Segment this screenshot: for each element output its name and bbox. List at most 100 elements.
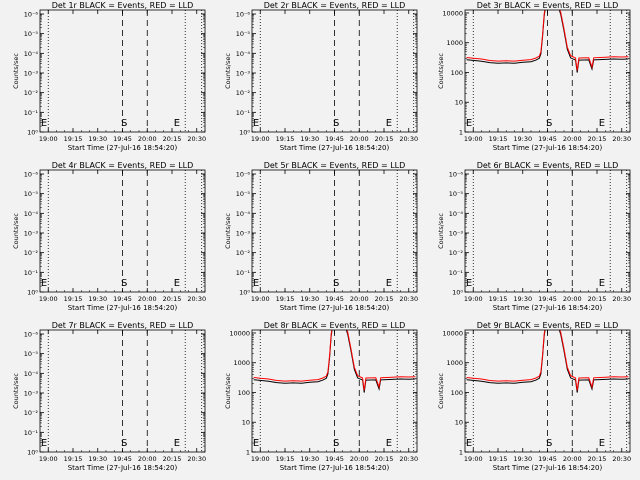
x-axis-label: Start Time (27-Jul-16 18:54:20) — [68, 144, 178, 152]
x-tick-label: 19:00 — [39, 455, 58, 463]
y-tick-label: 10⁻³ — [236, 230, 251, 238]
y-tick-label: 10⁻⁵ — [236, 190, 251, 198]
panel-title: Det 3r BLACK = Events, RED = LLD — [477, 1, 619, 10]
marker-E: E — [386, 118, 392, 129]
x-tick-label: 19:45 — [113, 295, 132, 303]
x-tick-label: 20:30 — [612, 455, 631, 463]
x-tick-label: 19:30 — [88, 135, 107, 143]
y-tick-label: 10⁻⁵ — [236, 30, 251, 38]
x-axis-label: Start Time (27-Jul-16 18:54:20) — [493, 144, 603, 152]
y-tick-label: 10⁻¹ — [236, 269, 251, 277]
x-tick-label: 19:15 — [489, 455, 508, 463]
x-tick-label: 20:15 — [375, 295, 394, 303]
marker-E-start: E — [41, 118, 47, 129]
y-tick-label: 10⁻³ — [236, 70, 251, 78]
marker-S: S — [546, 438, 552, 449]
marker-E: E — [599, 278, 605, 289]
x-tick-label: 19:45 — [325, 455, 344, 463]
x-tick-label: 19:30 — [300, 455, 319, 463]
x-tick-label: 19:30 — [300, 295, 319, 303]
y-tick-label: 10⁻³ — [24, 230, 39, 238]
y-tick-label: 10⁻² — [236, 249, 251, 257]
y-tick-label: 10⁻⁶ — [236, 11, 251, 19]
y-tick-label: 1 — [459, 129, 463, 137]
x-tick-label: 19:15 — [64, 135, 83, 143]
x-tick-label: 20:30 — [187, 135, 206, 143]
y-tick-label: 10⁰ — [239, 289, 250, 297]
y-axis-label: Counts/sec — [437, 53, 445, 89]
x-tick-label: 19:00 — [464, 295, 483, 303]
x-tick-label: 19:15 — [489, 295, 508, 303]
x-tick-label: 19:45 — [113, 135, 132, 143]
x-tick-label: 19:00 — [464, 455, 483, 463]
x-axis-label: Start Time (27-Jul-16 18:54:20) — [68, 464, 178, 472]
x-tick-label: 19:00 — [251, 295, 270, 303]
x-tick-label: 19:45 — [538, 295, 557, 303]
y-tick-label: 10⁻⁶ — [236, 171, 251, 179]
y-tick-label: 10⁻¹ — [236, 109, 251, 117]
y-tick-label: 1000 — [446, 39, 463, 47]
x-tick-label: 20:15 — [588, 455, 607, 463]
x-tick-label: 20:00 — [138, 455, 157, 463]
marker-E: E — [174, 438, 180, 449]
panel-4: Det 4r BLACK = Events, RED = LLD Counts/s… — [12, 161, 206, 312]
x-tick-label: 19:30 — [513, 455, 532, 463]
y-axis-label: Counts/sec — [12, 53, 20, 89]
y-tick-label: 1 — [459, 449, 463, 457]
x-tick-label: 19:15 — [276, 295, 295, 303]
x-tick-label: 20:15 — [375, 455, 394, 463]
y-tick-label: 10⁻⁵ — [449, 190, 464, 198]
x-tick-label: 19:30 — [513, 295, 532, 303]
marker-E: E — [174, 118, 180, 129]
plot-frame — [251, 329, 418, 453]
x-axis-label: Start Time (27-Jul-16 18:54:20) — [280, 304, 390, 312]
y-axis-label: Counts/sec — [224, 373, 232, 409]
x-tick-label: 20:15 — [163, 135, 182, 143]
x-tick-label: 19:30 — [88, 455, 107, 463]
marker-S: S — [333, 438, 339, 449]
panel-1: Det 1r BLACK = Events, RED = LLD Counts/s… — [12, 1, 206, 152]
panel-title: Det 2r BLACK = Events, RED = LLD — [264, 1, 406, 10]
y-axis-label: Counts/sec — [12, 373, 20, 409]
x-tick-label: 20:00 — [563, 295, 582, 303]
plot-frame — [464, 169, 631, 293]
x-tick-label: 20:00 — [350, 295, 369, 303]
y-tick-label: 10⁻³ — [24, 70, 39, 78]
marker-E-start: E — [253, 278, 259, 289]
x-tick-label: 20:00 — [563, 455, 582, 463]
y-tick-label: 10⁻⁶ — [449, 171, 464, 179]
x-tick-label: 19:45 — [538, 135, 557, 143]
y-tick-label: 10⁻⁵ — [24, 190, 39, 198]
y-tick-label: 10⁻¹ — [24, 269, 39, 277]
x-tick-label: 20:00 — [138, 295, 157, 303]
plot-frame — [251, 169, 418, 293]
y-tick-label: 10⁻² — [236, 89, 251, 97]
x-tick-label: 20:15 — [588, 135, 607, 143]
panel-7: Det 7r BLACK = Events, RED = LLD Counts/s… — [12, 321, 206, 472]
marker-E: E — [599, 118, 605, 129]
marker-E-start: E — [41, 278, 47, 289]
marker-S: S — [121, 278, 127, 289]
x-tick-label: 19:15 — [276, 135, 295, 143]
y-tick-label: 10⁻¹ — [24, 429, 39, 437]
marker-S: S — [546, 278, 552, 289]
y-tick-label: 10000 — [442, 329, 463, 337]
y-tick-label: 10⁻¹ — [24, 109, 39, 117]
marker-E-start: E — [253, 438, 259, 449]
x-axis-label: Start Time (27-Jul-16 18:54:20) — [280, 464, 390, 472]
panel-title: Det 8r BLACK = Events, RED = LLD — [264, 321, 406, 330]
y-tick-label: 10⁻² — [24, 249, 39, 257]
x-tick-label: 20:30 — [187, 455, 206, 463]
y-tick-label: 100 — [238, 389, 250, 397]
x-tick-label: 20:30 — [399, 295, 418, 303]
y-tick-label: 10⁻⁴ — [236, 210, 251, 218]
y-tick-label: 1000 — [446, 359, 463, 367]
panel-9: Det 9r BLACK = Events, RED = LLD Counts/s… — [437, 321, 631, 472]
marker-E-start: E — [466, 438, 472, 449]
lld-series — [466, 330, 629, 391]
x-tick-label: 19:00 — [39, 295, 58, 303]
marker-E-start: E — [41, 438, 47, 449]
y-tick-label: 10⁻⁶ — [24, 331, 39, 339]
y-tick-label: 10⁻¹ — [449, 269, 464, 277]
x-tick-label: 19:15 — [64, 455, 83, 463]
